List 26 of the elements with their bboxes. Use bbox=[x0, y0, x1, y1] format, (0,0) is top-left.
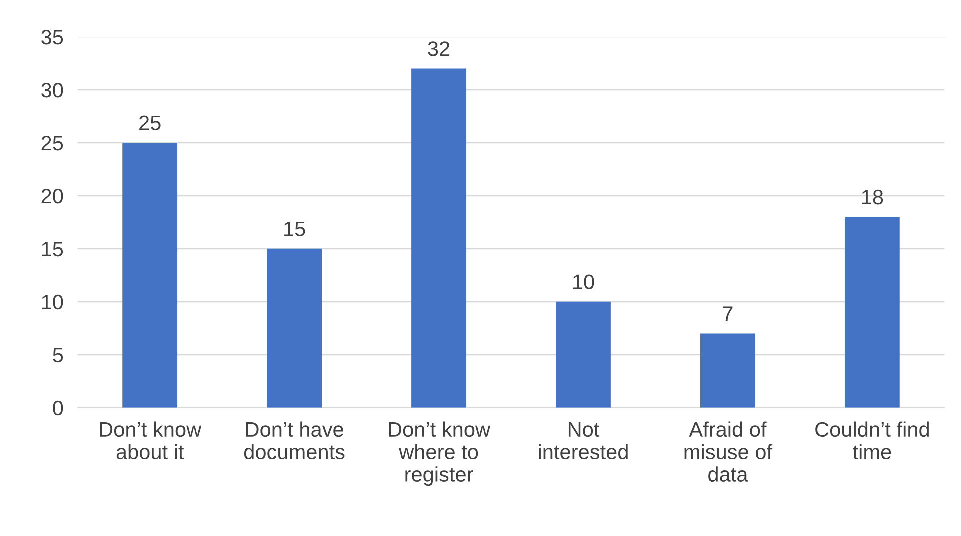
x-tick-label: Not interested bbox=[539, 422, 628, 460]
y-tick-label: 15 bbox=[42, 242, 64, 257]
y-tick-label: 30 bbox=[42, 82, 64, 98]
x-tick-label: Don’t know about it bbox=[100, 422, 202, 460]
y-tick-label: 35 bbox=[42, 30, 64, 45]
data-label: 15 bbox=[284, 222, 306, 236]
bar bbox=[122, 142, 178, 408]
bar bbox=[556, 302, 611, 408]
x-tick-label: Don’t know where to register bbox=[389, 422, 491, 486]
data-label: 10 bbox=[573, 274, 594, 290]
x-tick-label: Couldn’t find time bbox=[816, 422, 929, 460]
x-tick-label: Don’t have documents bbox=[244, 422, 345, 460]
data-label: 32 bbox=[428, 42, 450, 56]
bar bbox=[267, 248, 322, 408]
bar bbox=[412, 68, 466, 408]
y-tick-label: 25 bbox=[42, 136, 64, 151]
data-label: 18 bbox=[862, 190, 884, 205]
x-tick-label: Afraid of misuse of data bbox=[684, 422, 773, 482]
bar bbox=[700, 334, 756, 408]
bar bbox=[844, 217, 900, 408]
y-tick-label: 5 bbox=[53, 348, 64, 363]
y-tick-label: 10 bbox=[42, 294, 64, 310]
y-tick-label: 20 bbox=[42, 188, 64, 204]
y-tick-label: 0 bbox=[53, 400, 64, 416]
data-label: 25 bbox=[140, 116, 161, 131]
data-label: 7 bbox=[723, 306, 733, 322]
